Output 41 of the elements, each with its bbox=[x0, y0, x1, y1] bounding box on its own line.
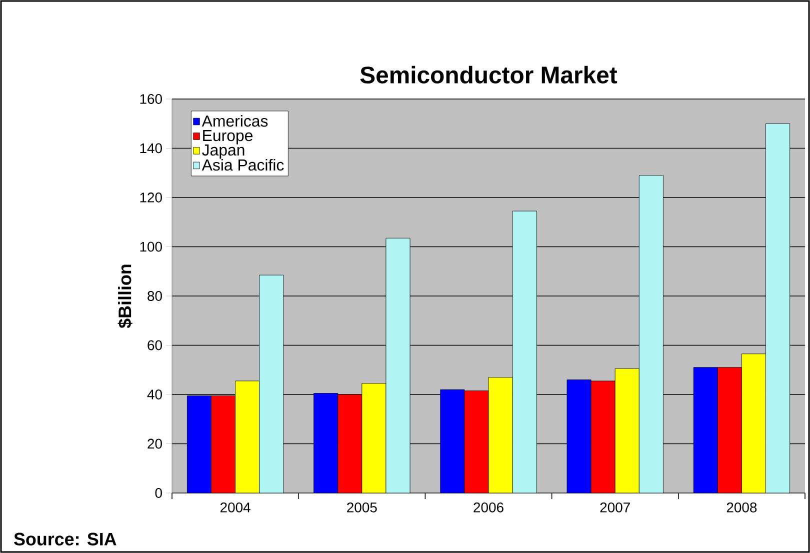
bar bbox=[766, 123, 790, 493]
y-tick-label: 140 bbox=[140, 143, 162, 154]
x-tick-label: 2008 bbox=[726, 502, 757, 512]
bar bbox=[488, 377, 513, 493]
y-tick-label: 80 bbox=[148, 291, 162, 301]
bar bbox=[440, 389, 465, 493]
bar bbox=[590, 380, 616, 493]
bar bbox=[362, 383, 386, 493]
bar bbox=[259, 274, 284, 493]
bar bbox=[614, 368, 640, 493]
y-tick-label: 20 bbox=[148, 438, 162, 449]
bar bbox=[464, 390, 489, 493]
legend-label: Asia Pacific bbox=[202, 158, 284, 171]
bar bbox=[186, 396, 212, 493]
y-tick-label: 0 bbox=[155, 488, 162, 498]
bar bbox=[235, 380, 260, 493]
x-tick-label: 2004 bbox=[220, 502, 250, 512]
x-tick-label: 2007 bbox=[600, 502, 630, 512]
y-tick-label: 120 bbox=[140, 192, 162, 202]
bar bbox=[717, 367, 742, 493]
bar bbox=[211, 396, 236, 493]
chart-title: Semiconductor Market bbox=[360, 66, 618, 84]
legend-label: Americas bbox=[202, 115, 268, 127]
bar bbox=[386, 238, 410, 493]
bar bbox=[566, 380, 592, 493]
bar bbox=[512, 210, 537, 493]
y-tick-label: 60 bbox=[148, 340, 162, 350]
y-tick-label: 160 bbox=[140, 94, 162, 104]
x-tick-label: 2005 bbox=[347, 502, 377, 512]
bar bbox=[638, 175, 664, 493]
source-note: Source: SIA bbox=[14, 532, 116, 546]
y-tick-label: 40 bbox=[147, 390, 162, 400]
bar bbox=[742, 354, 766, 493]
y-axis-title: $Billion bbox=[118, 264, 132, 328]
y-tick-label: 100 bbox=[140, 242, 162, 252]
bar bbox=[314, 393, 338, 493]
legend-label: Japan bbox=[202, 144, 244, 159]
bar bbox=[338, 394, 362, 493]
legend-label: Europe bbox=[203, 130, 252, 144]
bar bbox=[693, 367, 718, 493]
x-tick-label: 2006 bbox=[474, 502, 504, 512]
